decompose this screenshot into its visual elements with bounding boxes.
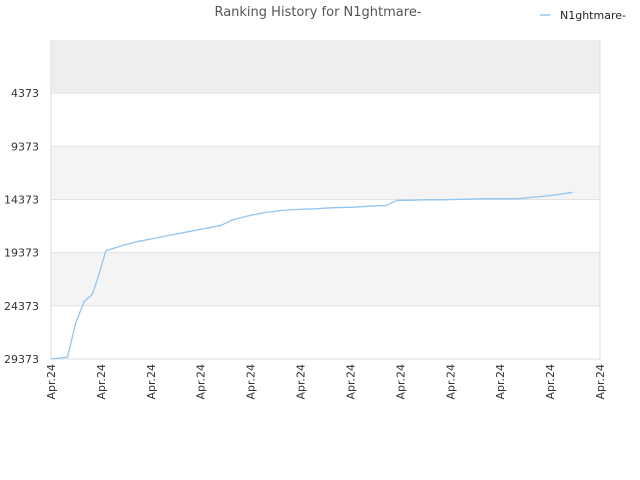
x-tick-label: Apr.24	[195, 364, 208, 400]
x-tick-label: Apr.24	[394, 364, 407, 400]
x-tick-label: Apr.24	[45, 364, 58, 400]
x-tick-label: Apr.24	[344, 364, 357, 400]
grid-lines	[51, 92, 600, 360]
x-tick-label: Apr.24	[444, 364, 457, 400]
background-band	[51, 146, 600, 200]
y-tick-label: 24373	[4, 300, 39, 313]
y-tick-label: 9373	[11, 140, 39, 153]
axes	[50, 40, 601, 360]
legend-label: N1ghtmare-	[560, 9, 626, 22]
y-tick-label: 29373	[4, 353, 39, 366]
background-band	[51, 40, 600, 94]
background-band	[51, 252, 600, 306]
x-tick-label: Apr.24	[95, 364, 108, 400]
x-tick-label: Apr.24	[145, 364, 158, 400]
legend: N1ghtmare-	[540, 9, 626, 22]
x-tick-label: Apr.24	[594, 364, 607, 400]
background-bands	[51, 40, 600, 306]
x-tick-label: Apr.24	[295, 364, 308, 400]
series-line	[50, 191, 573, 360]
x-tick-label: Apr.24	[245, 364, 258, 400]
series-group	[50, 191, 573, 360]
chart-title: Ranking History for N1ghtmare-	[214, 5, 421, 20]
y-axis-ticks: 4373 9373 14373 19373 24373 29373	[4, 87, 39, 366]
y-tick-label: 19373	[4, 247, 39, 260]
y-tick-label: 14373	[4, 194, 39, 207]
x-axis-ticks: Apr.24 Apr.24 Apr.24 Apr.24 Apr.24 Apr.24 Apr.…	[45, 364, 607, 400]
y-tick-label: 4373	[11, 87, 39, 100]
x-tick-label: Apr.24	[494, 364, 507, 400]
x-tick-label: Apr.24	[544, 364, 557, 400]
